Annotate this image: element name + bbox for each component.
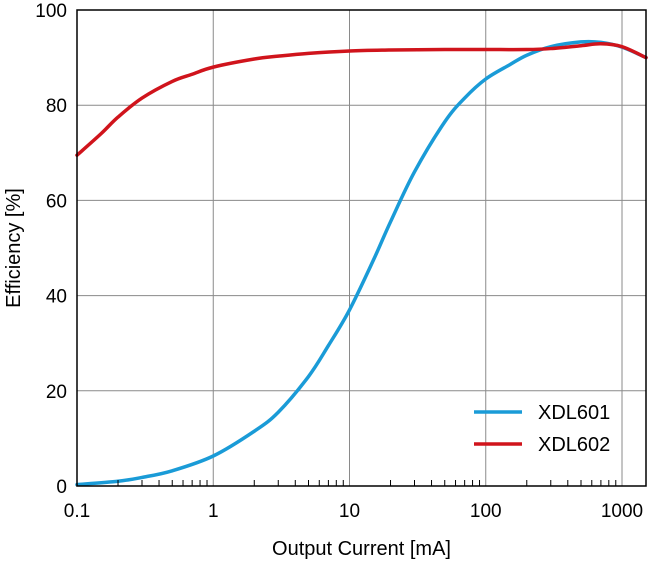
y-tick-label: 100 — [35, 1, 67, 22]
x-tick-label: 10 — [339, 501, 360, 522]
x-tick-label: 1000 — [601, 501, 643, 522]
y-axis-title: Efficiency [%] — [3, 188, 25, 308]
y-tick-label: 80 — [46, 96, 67, 117]
x-tick-label: 1 — [208, 501, 219, 522]
grid — [77, 10, 646, 486]
series-lines — [75, 39, 648, 487]
x-axis-title: Output Current [mA] — [272, 538, 451, 560]
x-tick-label: 100 — [470, 501, 502, 522]
legend-label-xdl601: XDL601 — [538, 402, 610, 424]
y-tick-label: 60 — [46, 191, 67, 212]
legend: XDL601 XDL602 — [474, 402, 610, 456]
y-tick-label: 20 — [46, 382, 67, 403]
series-line-xdl602 — [75, 42, 648, 157]
series-line-xdl601 — [75, 39, 648, 487]
legend-label-xdl602: XDL602 — [538, 434, 610, 456]
y-tick-label: 40 — [46, 287, 67, 308]
plot-frame — [76, 9, 647, 487]
y-tick-label: 0 — [56, 477, 67, 498]
tick-labels: 0 20 40 60 80 100 0.1 1 10 100 1000 — [35, 1, 643, 522]
x-tick-label: 0.1 — [64, 501, 90, 522]
